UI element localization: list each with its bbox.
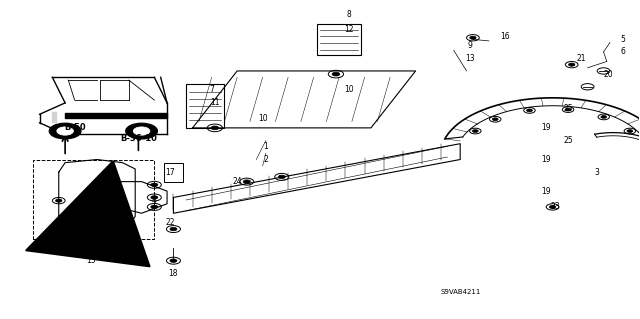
Text: 10: 10 (344, 85, 353, 94)
Text: B-36-10: B-36-10 (120, 134, 157, 144)
Text: 19: 19 (541, 123, 551, 132)
Circle shape (332, 72, 340, 76)
Circle shape (170, 259, 177, 263)
Text: B-50: B-50 (64, 123, 86, 132)
Text: 22: 22 (166, 218, 175, 227)
Circle shape (151, 205, 158, 209)
Circle shape (472, 130, 478, 132)
Text: 13: 13 (465, 54, 474, 63)
Circle shape (56, 199, 62, 202)
Text: 21: 21 (577, 54, 586, 63)
Text: 12: 12 (344, 25, 353, 34)
Text: 8: 8 (346, 10, 351, 19)
Circle shape (151, 196, 158, 199)
Text: 2: 2 (264, 155, 268, 164)
Text: 23: 23 (551, 203, 561, 211)
Circle shape (211, 126, 219, 130)
Text: 9: 9 (467, 41, 472, 50)
Circle shape (133, 127, 150, 135)
Text: 4: 4 (152, 196, 157, 205)
Circle shape (278, 175, 285, 179)
Polygon shape (59, 160, 135, 235)
Text: 18: 18 (169, 269, 178, 278)
Circle shape (601, 115, 607, 118)
Circle shape (627, 130, 633, 132)
Bar (317, 24, 362, 55)
Text: 25: 25 (564, 104, 573, 113)
Text: 19: 19 (541, 155, 551, 164)
Text: 25: 25 (564, 136, 573, 145)
Text: 17: 17 (166, 168, 175, 177)
Text: 11: 11 (210, 98, 220, 107)
Circle shape (170, 227, 177, 231)
Circle shape (568, 63, 575, 66)
Circle shape (527, 109, 532, 112)
Circle shape (125, 123, 157, 139)
Circle shape (57, 127, 74, 135)
Bar (164, 163, 183, 182)
Circle shape (49, 123, 81, 139)
Circle shape (151, 183, 158, 187)
Polygon shape (52, 112, 56, 122)
Text: 15: 15 (86, 256, 95, 265)
Text: 1: 1 (264, 142, 268, 151)
Circle shape (470, 36, 476, 39)
Text: 3: 3 (595, 168, 600, 177)
Text: 14: 14 (86, 243, 95, 253)
Text: S9VAB4211: S9VAB4211 (440, 289, 481, 295)
Circle shape (549, 205, 556, 209)
Text: 16: 16 (500, 32, 509, 41)
Text: 10: 10 (258, 114, 268, 123)
Text: 5: 5 (620, 35, 625, 44)
Text: 19: 19 (541, 187, 551, 196)
Text: 6: 6 (620, 48, 625, 56)
Circle shape (243, 180, 250, 183)
Polygon shape (193, 71, 415, 128)
Circle shape (565, 108, 571, 111)
Polygon shape (173, 144, 460, 213)
Text: 20: 20 (604, 70, 613, 78)
Polygon shape (116, 182, 167, 213)
Circle shape (492, 118, 498, 121)
Bar (33, 160, 154, 239)
Bar (186, 84, 225, 128)
Text: 24: 24 (232, 177, 242, 186)
Text: 7: 7 (209, 85, 214, 94)
Text: FR.: FR. (35, 245, 51, 254)
